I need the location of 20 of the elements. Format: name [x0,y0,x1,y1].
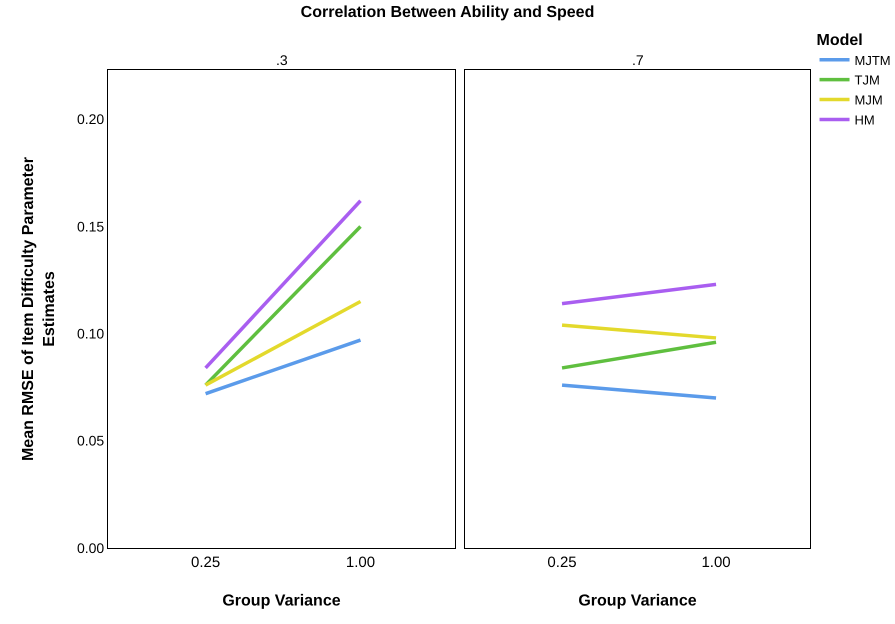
y-tick-label: 0.10 [76,326,104,342]
y-tick-label: 0.00 [76,540,104,556]
x-axis-title: Group Variance [222,592,341,610]
legend-title: Model [816,32,863,49]
x-tick-label: 1.00 [346,554,376,571]
y-tick-label: 0.20 [76,111,104,128]
legend-label: MJM [854,92,883,108]
chart-title: Correlation Between Ability and Speed [300,4,596,22]
legend-label: TJM [854,72,880,88]
x-tick-label: 1.00 [701,554,731,571]
x-axis-title: Group Variance [578,592,697,610]
legend-label: HM [854,112,875,128]
y-tick-label: 0.15 [76,218,104,234]
chart-subtitle: .7 [632,52,644,68]
chart-subtitle: .3 [276,52,288,68]
x-tick-label: 0.25 [190,554,220,571]
y-axis-title: Mean RMSE of Item Difficulty Parameter Estimates [20,156,58,462]
legend-label: MJTM [854,52,891,68]
y-tick-label: 0.05 [76,432,104,449]
x-tick-label: 0.25 [547,554,577,571]
